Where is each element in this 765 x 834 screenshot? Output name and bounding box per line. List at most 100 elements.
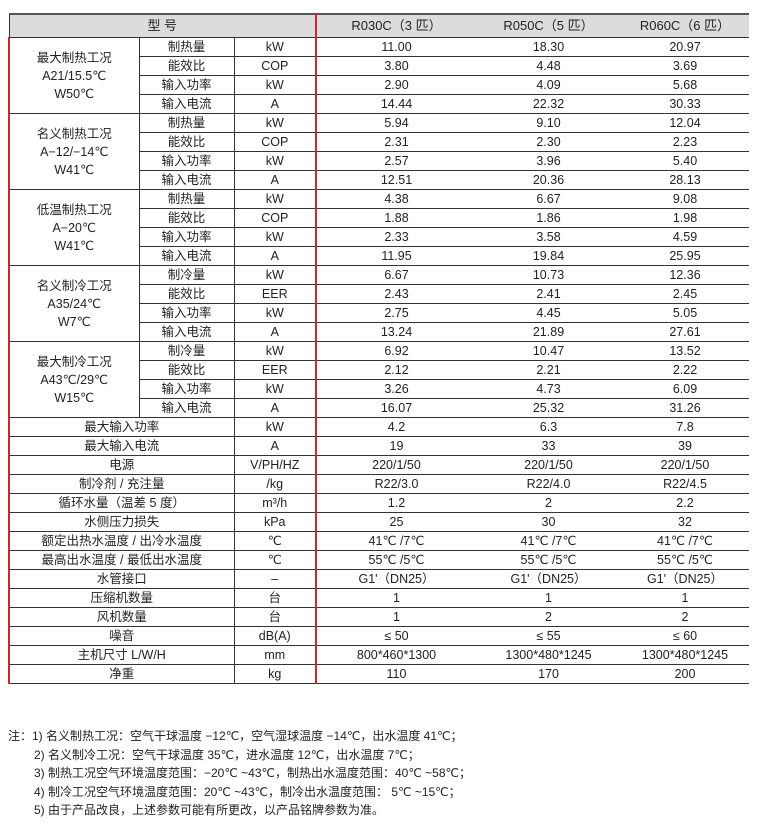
- unit-label: 台: [233, 607, 317, 627]
- value-cell: 18.30: [476, 37, 621, 57]
- condition-label: 最大制冷工况 A43℃/29℃ W15℃: [8, 341, 140, 418]
- table-row: 额定出热水温度 / 出冷水温度 ℃ 41℃ /7℃ 41℃ /7℃ 41℃ /7℃: [8, 531, 749, 551]
- param-label: 循环水量（温差 5 度）: [8, 493, 234, 513]
- unit-label: m³/h: [233, 493, 317, 513]
- note-line: 5) 由于产品改良，上述参数可能有所更改，以产品铭牌参数为准。: [34, 803, 385, 817]
- unit-label: ℃: [233, 531, 317, 551]
- value-cell: 2.12: [316, 360, 476, 380]
- param-label: 额定出热水温度 / 出冷水温度: [8, 531, 234, 551]
- unit-label: kW: [233, 265, 317, 285]
- value-cell: 1.2: [316, 493, 476, 513]
- param-label: 水侧压力损失: [8, 512, 234, 532]
- value-cell: 30.33: [621, 94, 749, 114]
- condition-label: 最大制热工况 A21/15.5℃ W50℃: [8, 37, 140, 114]
- value-cell: ≤ 50: [316, 626, 476, 646]
- value-cell: 2.21: [476, 360, 621, 380]
- table-row: 净重 kg 110 170 200: [8, 664, 749, 684]
- value-cell: 9.08: [621, 189, 749, 209]
- unit-label: EER: [233, 360, 317, 380]
- unit-label: EER: [233, 284, 317, 304]
- condition-line: W41℃: [54, 238, 95, 253]
- table-row: 压缩机数量台 1 1 1: [8, 588, 749, 608]
- unit-label: A: [233, 246, 317, 266]
- param-label: 能效比: [138, 56, 234, 76]
- table-row: 能效比 EER 2.43 2.41 2.45: [9, 284, 749, 304]
- unit-label: kg: [233, 664, 317, 684]
- param-label: 净重: [8, 664, 234, 684]
- table-row: 输入功率 kW 3.26 4.73 6.09: [9, 379, 749, 399]
- unit-label: /kg: [233, 474, 317, 494]
- param-label: 水管接口: [8, 569, 234, 589]
- param-label: 制冷量: [138, 265, 234, 285]
- param-label: 噪音: [8, 626, 234, 646]
- value-cell: 27.61: [621, 322, 749, 342]
- value-cell: 3.96: [476, 151, 621, 171]
- value-cell: 39: [621, 436, 749, 456]
- value-cell: 170: [476, 664, 621, 684]
- table-row: 输入功率 kW 2.33 3.58 4.59: [9, 227, 749, 247]
- value-cell: G1'（DN25）: [621, 569, 749, 589]
- value-cell: 1.98: [621, 208, 749, 228]
- table-row: 输入电流 A 13.24 21.89 27.61: [9, 322, 749, 342]
- param-label: 制冷剂 / 充注量: [8, 474, 234, 494]
- value-cell: 41℃ /7℃: [621, 531, 749, 551]
- value-cell: 800*460*1300: [316, 645, 476, 665]
- value-cell: 11.95: [316, 246, 476, 266]
- value-cell: 5.94: [316, 113, 476, 133]
- unit-label: kW: [233, 113, 317, 133]
- condition-line: 名义制冷工况: [36, 278, 112, 293]
- value-cell: 6.67: [316, 265, 476, 285]
- model-header: 型 号: [8, 13, 317, 38]
- unit-label: A: [233, 94, 317, 114]
- value-cell: 21.89: [476, 322, 621, 342]
- value-cell: 2.41: [476, 284, 621, 304]
- value-cell: 2.75: [316, 303, 476, 323]
- unit-label: COP: [233, 132, 317, 152]
- value-cell: 3.80: [316, 56, 476, 76]
- value-cell: 4.09: [476, 75, 621, 95]
- value-cell: 4.48: [476, 56, 621, 76]
- value-cell: 200: [621, 664, 749, 684]
- value-cell: 25: [316, 512, 476, 532]
- unit-label: dB(A): [233, 626, 317, 646]
- value-cell: 12.51: [316, 170, 476, 190]
- value-cell: 2.43: [316, 284, 476, 304]
- value-cell: 220/1/50: [476, 455, 621, 475]
- param-label: 输入电流: [138, 398, 234, 418]
- condition-line: W50℃: [54, 86, 95, 101]
- unit-label: kW: [233, 151, 317, 171]
- table-row: 输入功率 kW 2.57 3.96 5.40: [9, 151, 749, 171]
- unit-label: A: [233, 170, 317, 190]
- value-cell: ≤ 55: [476, 626, 621, 646]
- value-cell: 55℃ /5℃: [476, 550, 621, 570]
- value-cell: 3.58: [476, 227, 621, 247]
- note-line: 3) 制热工况空气环境温度范围：−20℃ ~43℃，制热出水温度范围：40℃ ~…: [34, 766, 471, 780]
- value-cell: 16.07: [316, 398, 476, 418]
- value-cell: G1'（DN25）: [476, 569, 621, 589]
- value-cell: R22/3.0: [316, 474, 476, 494]
- condition-line: W41℃: [54, 162, 95, 177]
- value-cell: 10.73: [476, 265, 621, 285]
- value-cell: 10.47: [476, 341, 621, 361]
- header-row: 型 号 R030C（3 匹） R050C（5 匹） R060C（6 匹）: [8, 13, 749, 38]
- condition-line: 最大制热工况: [36, 50, 112, 65]
- table-row: 能效比 COP 3.80 4.48 3.69: [9, 56, 749, 76]
- value-cell: 11.00: [316, 37, 476, 57]
- value-cell: 6.3: [476, 417, 621, 437]
- param-label: 最大输入功率: [8, 417, 234, 437]
- condition-line: 最大制冷工况: [36, 354, 112, 369]
- table-row: 输入电流 A 14.44 22.32 30.33: [9, 94, 749, 114]
- value-cell: 2.33: [316, 227, 476, 247]
- value-cell: 2.31: [316, 132, 476, 152]
- value-cell: ≤ 60: [621, 626, 749, 646]
- unit-label: A: [233, 398, 317, 418]
- value-cell: 4.59: [621, 227, 749, 247]
- table-row: 输入电流 A 11.95 19.84 25.95: [9, 246, 749, 266]
- param-label: 能效比: [138, 360, 234, 380]
- value-cell: 220/1/50: [316, 455, 476, 475]
- value-cell: 12.36: [621, 265, 749, 285]
- table-row: 能效比 COP 2.31 2.30 2.23: [9, 132, 749, 152]
- table-row: 输入功率 kW 2.75 4.45 5.05: [9, 303, 749, 323]
- note-line: 2) 名义制冷工况：空气干球温度 35℃，进水温度 12℃，出水温度 7℃；: [34, 747, 420, 762]
- value-cell: G1'（DN25）: [316, 569, 476, 589]
